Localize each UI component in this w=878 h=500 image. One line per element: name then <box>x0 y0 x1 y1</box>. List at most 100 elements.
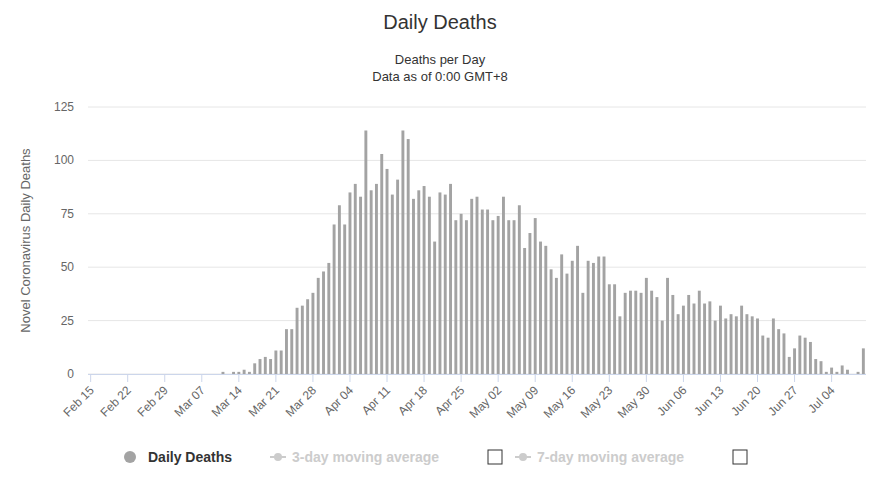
bar <box>745 314 748 374</box>
x-tick <box>461 374 462 382</box>
bar <box>523 248 526 374</box>
bar <box>274 351 277 374</box>
bar <box>650 291 653 374</box>
x-tick-label: Jun 27 <box>765 383 801 419</box>
bar <box>169 374 172 375</box>
bar <box>671 295 674 374</box>
bar <box>513 220 516 374</box>
x-tick-label: Apr 25 <box>432 383 467 418</box>
bar <box>592 263 595 374</box>
bar <box>290 329 293 374</box>
x-tick <box>831 374 832 382</box>
bar <box>587 261 590 374</box>
chart: Daily DeathsDeaths per DayData as of 0:0… <box>0 0 878 500</box>
bar <box>200 374 203 375</box>
bar <box>116 374 119 375</box>
legend-checkbox[interactable] <box>488 450 502 464</box>
legend-label[interactable]: 3-day moving average <box>292 449 439 465</box>
bar <box>539 242 542 374</box>
x-tick-label: May 30 <box>615 383 653 421</box>
x-tick <box>164 374 165 382</box>
bar <box>693 304 696 374</box>
bar <box>560 254 563 374</box>
bar <box>618 316 621 374</box>
bar <box>444 195 447 374</box>
bar <box>380 154 383 374</box>
bar <box>470 199 473 374</box>
bar <box>232 372 235 374</box>
x-tick <box>609 374 610 382</box>
bar <box>682 306 685 374</box>
legend-label[interactable]: 7-day moving average <box>537 449 684 465</box>
bar <box>703 304 706 374</box>
bar <box>751 316 754 374</box>
bar <box>777 329 780 374</box>
bar <box>761 336 764 374</box>
bar <box>634 291 637 374</box>
legend-symbol <box>274 453 282 461</box>
bar <box>629 291 632 374</box>
bar <box>190 374 193 375</box>
x-tick <box>720 374 721 382</box>
bar <box>126 374 129 375</box>
bar <box>497 216 500 374</box>
bar <box>809 342 812 374</box>
x-tick-label: Jun 13 <box>691 383 727 419</box>
y-tick-label: 0 <box>67 367 74 381</box>
bar <box>211 374 214 375</box>
bar <box>767 338 770 374</box>
x-tick-label: Feb 29 <box>135 383 172 420</box>
x-tick <box>794 374 795 382</box>
x-tick-label: Mar 21 <box>246 383 283 420</box>
bar <box>137 374 140 375</box>
bar <box>253 363 256 374</box>
x-tick <box>312 374 313 382</box>
x-tick <box>275 374 276 382</box>
bar <box>322 271 325 374</box>
bar <box>158 374 161 375</box>
title: Daily Deaths <box>383 11 496 33</box>
bar <box>645 278 648 374</box>
bar <box>121 374 124 375</box>
bar <box>640 293 643 374</box>
bar <box>142 374 145 375</box>
bar <box>534 218 537 374</box>
bar <box>798 336 801 374</box>
bar <box>375 184 378 374</box>
legend-symbol <box>519 453 527 461</box>
bar <box>311 293 314 374</box>
bar <box>163 374 166 375</box>
bar <box>793 348 796 374</box>
bar <box>507 220 510 374</box>
x-tick-label: Apr 04 <box>321 383 356 418</box>
bar <box>428 197 431 374</box>
bar <box>184 374 187 375</box>
bar <box>465 220 468 374</box>
bar <box>661 321 664 374</box>
grid-line <box>88 107 866 108</box>
bar <box>179 374 182 375</box>
x-tick <box>757 374 758 382</box>
legend-checkbox[interactable] <box>733 450 747 464</box>
bar <box>825 372 828 374</box>
bar <box>835 372 838 374</box>
x-tick-label: Mar 14 <box>209 383 246 420</box>
bar <box>386 169 389 374</box>
bar <box>677 314 680 374</box>
bar <box>327 263 330 374</box>
bar <box>401 130 404 374</box>
bar <box>597 257 600 374</box>
bar <box>862 348 865 374</box>
bar <box>608 284 611 374</box>
x-tick-label: Apr 18 <box>395 383 430 418</box>
bar <box>454 220 457 374</box>
bar <box>296 308 299 374</box>
subtitle: Data as of 0:00 GMT+8 <box>372 69 507 84</box>
bar <box>370 190 373 374</box>
bar <box>491 220 494 374</box>
x-tick <box>424 374 425 382</box>
bar <box>110 374 113 375</box>
bar <box>306 299 309 374</box>
legend-label[interactable]: Daily Deaths <box>148 449 232 465</box>
bar <box>359 197 362 374</box>
